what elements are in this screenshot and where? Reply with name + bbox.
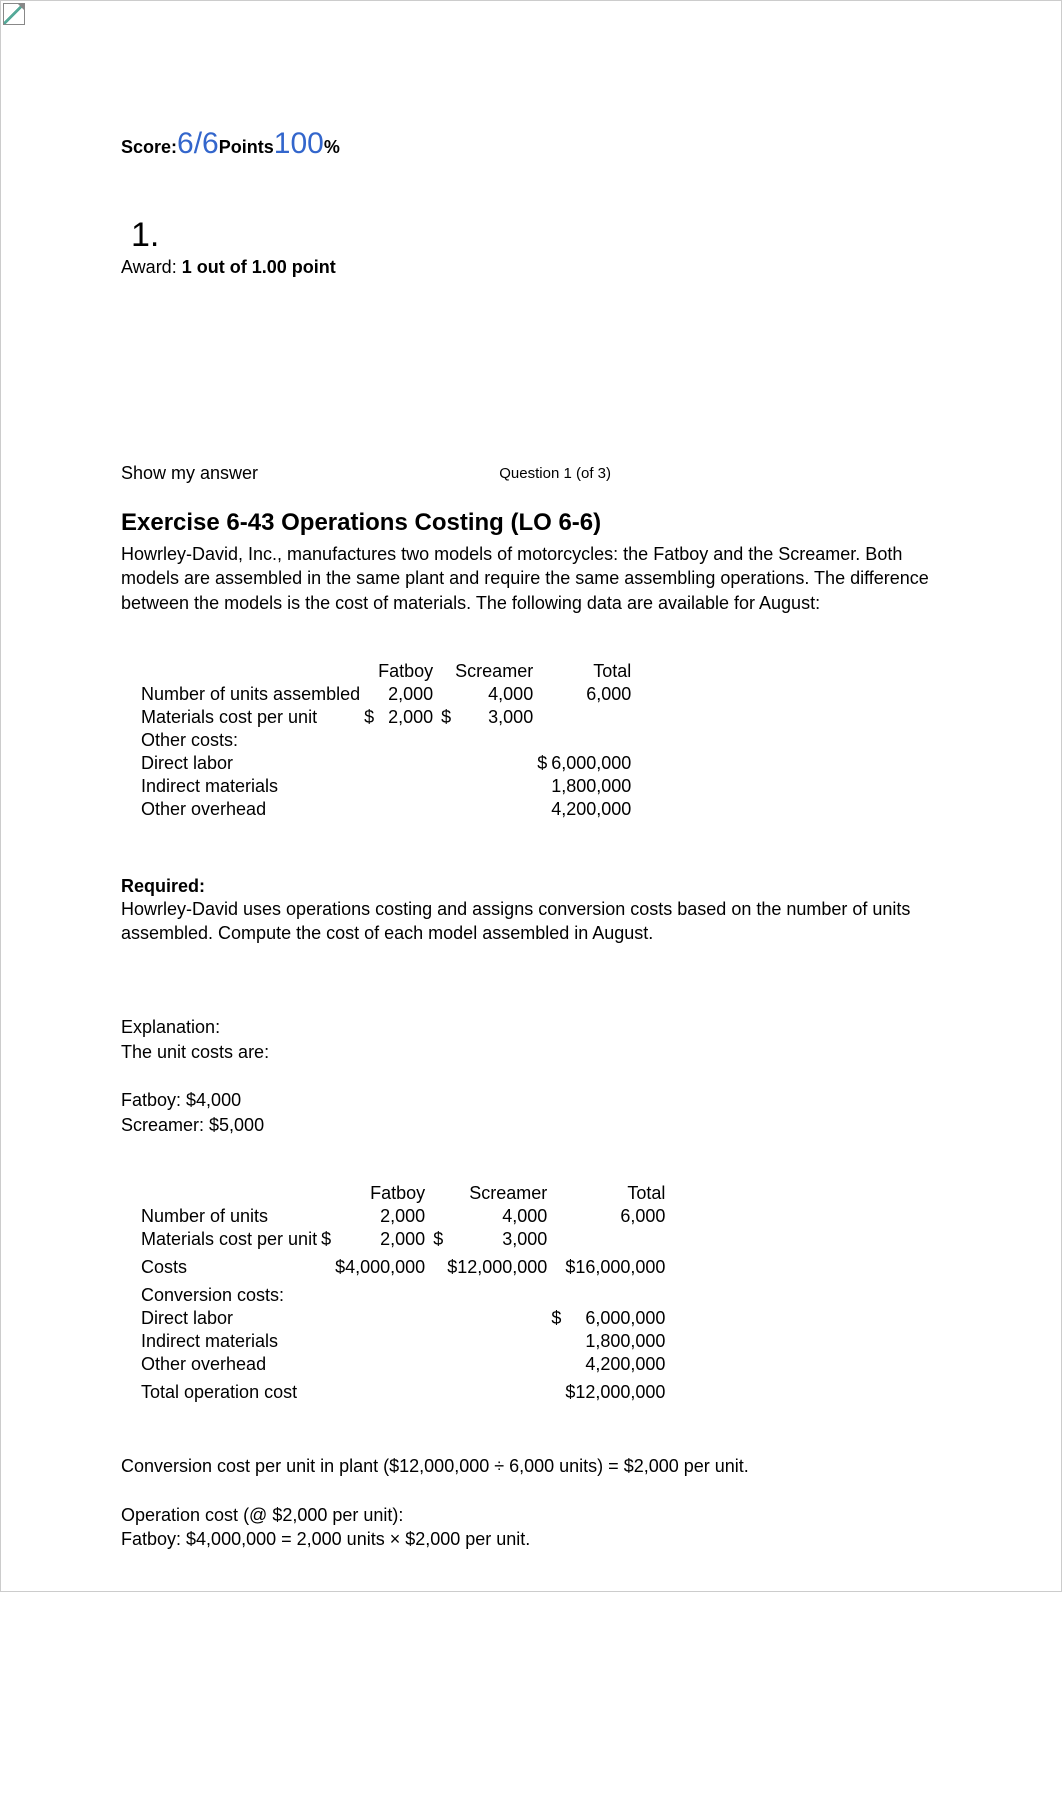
cell: 4,000 <box>453 683 535 706</box>
col-header: Screamer <box>453 660 535 683</box>
explanation-line: Screamer: $5,000 <box>121 1115 264 1135</box>
table-row: Indirect materials 1,800,000 <box>139 775 633 798</box>
table-row: Costs $4,000,000 $12,000,000 $16,000,000 <box>139 1251 667 1279</box>
table-row: Other overhead 4,200,000 <box>139 1353 667 1376</box>
row-label: Other overhead <box>139 1353 319 1376</box>
table-row: Direct labor $6,000,000 <box>139 1307 667 1330</box>
required-block: Required: Howrley-David uses operations … <box>121 876 941 946</box>
table-row: Fatboy Screamer Total <box>139 1182 667 1205</box>
cell: $ <box>535 752 549 775</box>
table-row: Indirect materials 1,800,000 <box>139 1330 667 1353</box>
table-row: Other costs: <box>139 729 633 752</box>
exercise-title: Exercise 6-43 Operations Costing (LO 6-6… <box>121 509 941 537</box>
cell: $12,000,000 <box>563 1376 667 1404</box>
cell: $ <box>362 706 376 729</box>
score-line: Score:6/6Points100% <box>121 127 941 161</box>
footer-line: Conversion cost per unit in plant ($12,0… <box>121 1456 749 1476</box>
table-row: Fatboy Screamer Total <box>139 660 633 683</box>
cell: $ <box>435 706 453 729</box>
exercise-intro: Howrley-David, Inc., manufactures two mo… <box>121 542 941 615</box>
table-row: Materials cost per unit $2,000 $3,000 <box>139 1228 667 1251</box>
row-label: Costs <box>139 1251 319 1279</box>
question-number: 1. <box>131 216 941 255</box>
row-label: Indirect materials <box>139 775 362 798</box>
cell: 2,000 <box>333 1228 427 1251</box>
table-row: Number of units assembled 2,000 4,000 6,… <box>139 683 633 706</box>
row-label: Materials cost per unit <box>139 706 362 729</box>
points-label: Points <box>219 137 274 157</box>
row-label: Other overhead <box>139 798 362 821</box>
percent-symbol: % <box>324 137 340 157</box>
page-frame: Score:6/6Points100% 1. Award: 1 out of 1… <box>0 0 1062 1592</box>
table-row: Materials cost per unit $2,000 $3,000 <box>139 706 633 729</box>
score-label: Score: <box>121 137 177 157</box>
cell: $ <box>549 1307 563 1330</box>
percent-value: 100 <box>274 127 324 160</box>
footer-line: Fatboy: $4,000,000 = 2,000 units × $2,00… <box>121 1529 530 1549</box>
cell: $12,000,000 <box>445 1251 549 1279</box>
cell: 4,000 <box>445 1205 549 1228</box>
data-table-2: Fatboy Screamer Total Number of units 2,… <box>139 1182 667 1404</box>
required-label: Required: <box>121 876 205 896</box>
row-label: Number of units <box>139 1205 319 1228</box>
row-label: Number of units assembled <box>139 683 362 706</box>
cell: 1,800,000 <box>563 1330 667 1353</box>
explanation-line: The unit costs are: <box>121 1042 269 1062</box>
cell: 6,000,000 <box>563 1307 667 1330</box>
cell: $ <box>319 1228 333 1251</box>
cell: 3,000 <box>445 1228 549 1251</box>
award-label: Award: <box>121 257 182 277</box>
row-label: Materials cost per unit <box>139 1228 319 1251</box>
cell: 2,000 <box>376 683 435 706</box>
data-table-1: Fatboy Screamer Total Number of units as… <box>139 660 633 821</box>
cell: 6,000 <box>549 683 633 706</box>
cell: 2,000 <box>376 706 435 729</box>
cell: 2,000 <box>333 1205 427 1228</box>
show-my-answer-link[interactable]: Show my answer <box>121 463 258 484</box>
explanation-block: Explanation: The unit costs are: Fatboy:… <box>121 1015 941 1136</box>
explanation-label: Explanation: <box>121 1017 220 1037</box>
cell: $4,000,000 <box>333 1251 427 1279</box>
cell: $16,000,000 <box>563 1251 667 1279</box>
cell: $ <box>427 1228 445 1251</box>
footer-text: Conversion cost per unit in plant ($12,0… <box>121 1454 941 1551</box>
row-label: Direct labor <box>139 752 362 775</box>
award-line: Award: 1 out of 1.00 point <box>121 257 941 278</box>
table-row: Other overhead 4,200,000 <box>139 798 633 821</box>
row-label: Other costs: <box>139 729 362 752</box>
col-header: Fatboy <box>333 1182 427 1205</box>
col-header: Fatboy <box>376 660 435 683</box>
row-label: Conversion costs: <box>139 1279 319 1307</box>
row-label: Total operation cost <box>139 1376 319 1404</box>
col-header: Total <box>563 1182 667 1205</box>
row-label: Indirect materials <box>139 1330 319 1353</box>
col-header: Screamer <box>445 1182 549 1205</box>
cell: 6,000,000 <box>549 752 633 775</box>
explanation-line: Fatboy: $4,000 <box>121 1090 241 1110</box>
required-text: Howrley-David uses operations costing an… <box>121 899 910 943</box>
content-area: Score:6/6Points100% 1. Award: 1 out of 1… <box>1 27 1061 1591</box>
question-counter: Question 1 (of 3) <box>499 465 611 482</box>
cell: 6,000 <box>563 1205 667 1228</box>
cell: 4,200,000 <box>563 1353 667 1376</box>
score-value: 6/6 <box>177 127 219 160</box>
table-row: Number of units 2,000 4,000 6,000 <box>139 1205 667 1228</box>
table-row: Direct labor $6,000,000 <box>139 752 633 775</box>
mid-row: Show my answer Question 1 (of 3) <box>121 463 941 484</box>
cell: 3,000 <box>453 706 535 729</box>
table-row: Total operation cost $12,000,000 <box>139 1376 667 1404</box>
broken-image-icon <box>3 3 25 25</box>
award-value: 1 out of 1.00 point <box>182 257 336 277</box>
footer-line: Operation cost (@ $2,000 per unit): <box>121 1505 403 1525</box>
table-row: Conversion costs: <box>139 1279 667 1307</box>
row-label: Direct labor <box>139 1307 319 1330</box>
cell: 1,800,000 <box>549 775 633 798</box>
col-header: Total <box>549 660 633 683</box>
cell: 4,200,000 <box>549 798 633 821</box>
